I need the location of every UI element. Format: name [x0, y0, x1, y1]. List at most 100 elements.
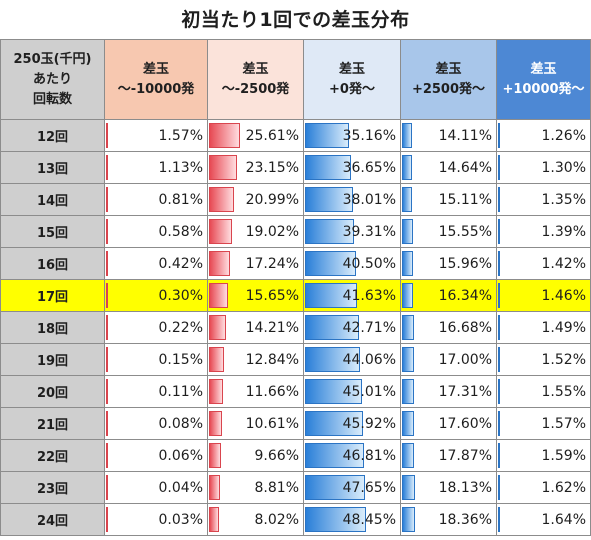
table-cell: 36.65%: [303, 151, 401, 184]
cell-value: 15.11%: [438, 191, 492, 208]
data-bar: [498, 251, 500, 276]
header-line: +2500発～: [411, 81, 486, 97]
data-bar: [106, 219, 108, 244]
cell-value: 1.62%: [541, 479, 586, 496]
distribution-table: 250玉(千円) あたり 回転数 差玉 ～-10000発 差玉 ～-2500発 …: [0, 39, 591, 536]
data-bar: [402, 219, 413, 244]
table-cell: 12.84%: [207, 343, 304, 376]
header-label-line: 250玉(千円): [13, 51, 92, 67]
cell-value: 40.50%: [342, 255, 396, 272]
table-cell: 42.71%: [303, 311, 401, 344]
cell-value: 10.61%: [245, 415, 299, 432]
cell-value: 1.30%: [541, 159, 586, 176]
table-cell: 18.13%: [400, 471, 497, 504]
table-cell: 48.45%: [303, 503, 401, 536]
header-line: ～-10000発: [117, 81, 195, 97]
data-bar: [498, 443, 500, 468]
cell-value: 9.66%: [254, 447, 299, 464]
row-label: 20回: [0, 375, 105, 408]
cell-value: 8.81%: [254, 479, 299, 496]
data-bar: [209, 315, 226, 340]
data-bar: [209, 379, 223, 404]
table-cell: 0.11%: [104, 375, 208, 408]
table-cell: 17.31%: [400, 375, 497, 408]
cell-value: 16.34%: [438, 287, 492, 304]
table-row: 17回 0.30% 15.65% 41.63% 16.34% 1.46%: [0, 279, 591, 312]
cell-value: 39.31%: [342, 223, 396, 240]
cell-value: 17.60%: [438, 415, 492, 432]
cell-value: 0.06%: [158, 447, 203, 464]
table-cell: 23.15%: [207, 151, 304, 184]
cell-value: 1.46%: [541, 287, 586, 304]
cell-value: 1.55%: [541, 383, 586, 400]
data-bar: [106, 475, 108, 500]
cell-value: 0.30%: [158, 287, 203, 304]
table-cell: 10.61%: [207, 407, 304, 440]
header-row: 250玉(千円) あたり 回転数 差玉 ～-10000発 差玉 ～-2500発 …: [0, 39, 591, 120]
row-label: 13回: [0, 151, 105, 184]
header-plus-10000: 差玉 +10000発～: [496, 39, 591, 120]
table-cell: 17.00%: [400, 343, 497, 376]
table-cell: 1.55%: [496, 375, 591, 408]
cell-value: 17.87%: [438, 447, 492, 464]
data-bar: [305, 507, 366, 532]
data-bar: [106, 283, 108, 308]
data-bar: [305, 379, 362, 404]
data-bar: [106, 443, 108, 468]
cell-value: 15.55%: [438, 223, 492, 240]
data-bar: [209, 123, 240, 148]
data-bar: [305, 347, 361, 372]
table-cell: 19.02%: [207, 215, 304, 248]
table-cell: 17.87%: [400, 439, 497, 472]
data-bar: [305, 155, 351, 180]
row-label: 23回: [0, 471, 105, 504]
table-row: 24回 0.03% 8.02% 48.45% 18.36% 1.64%: [0, 503, 591, 536]
cell-value: 42.71%: [342, 319, 396, 336]
cell-value: 25.61%: [245, 127, 299, 144]
header-line: 差玉: [530, 61, 557, 77]
table-cell: 35.16%: [303, 119, 401, 152]
table-cell: 0.22%: [104, 311, 208, 344]
table-cell: 1.35%: [496, 183, 591, 216]
table-cell: 1.62%: [496, 471, 591, 504]
data-bar: [305, 187, 353, 212]
table-row: 12回 1.57% 25.61% 35.16% 14.11% 1.26%: [0, 119, 591, 152]
data-bar: [402, 187, 413, 212]
header-line: 差玉: [338, 61, 365, 77]
cell-value: 0.04%: [158, 479, 203, 496]
page-title: 初当たり1回での差玉分布: [181, 8, 410, 31]
cell-value: 45.92%: [342, 415, 396, 432]
table-cell: 18.36%: [400, 503, 497, 536]
data-bar: [305, 219, 355, 244]
cell-value: 1.59%: [541, 447, 586, 464]
data-bar: [106, 507, 108, 532]
cell-value: 44.06%: [342, 351, 396, 368]
cell-value: 45.01%: [342, 383, 396, 400]
data-bar: [106, 347, 108, 372]
header-plus-2500: 差玉 +2500発～: [400, 39, 497, 120]
data-bar: [498, 475, 500, 500]
header-line: +0発～: [329, 81, 375, 97]
header-label-line: 回転数: [32, 91, 72, 107]
cell-value: 0.81%: [158, 191, 203, 208]
data-bar: [106, 315, 108, 340]
data-bar: [498, 123, 500, 148]
table-cell: 0.42%: [104, 247, 208, 280]
cell-value: 1.13%: [158, 159, 203, 176]
table-cell: 1.13%: [104, 151, 208, 184]
cell-value: 12.84%: [245, 351, 299, 368]
table-cell: 0.03%: [104, 503, 208, 536]
row-label: 15回: [0, 215, 105, 248]
table-cell: 8.02%: [207, 503, 304, 536]
row-label: 19回: [0, 343, 105, 376]
table-cell: 1.57%: [496, 407, 591, 440]
table-cell: 11.66%: [207, 375, 304, 408]
row-label: 18回: [0, 311, 105, 344]
cell-value: 16.68%: [438, 319, 492, 336]
header-label-column: 250玉(千円) あたり 回転数: [0, 39, 105, 120]
table-cell: 47.65%: [303, 471, 401, 504]
table-cell: 16.68%: [400, 311, 497, 344]
table-cell: 14.11%: [400, 119, 497, 152]
data-bar: [498, 187, 500, 212]
table-cell: 0.58%: [104, 215, 208, 248]
